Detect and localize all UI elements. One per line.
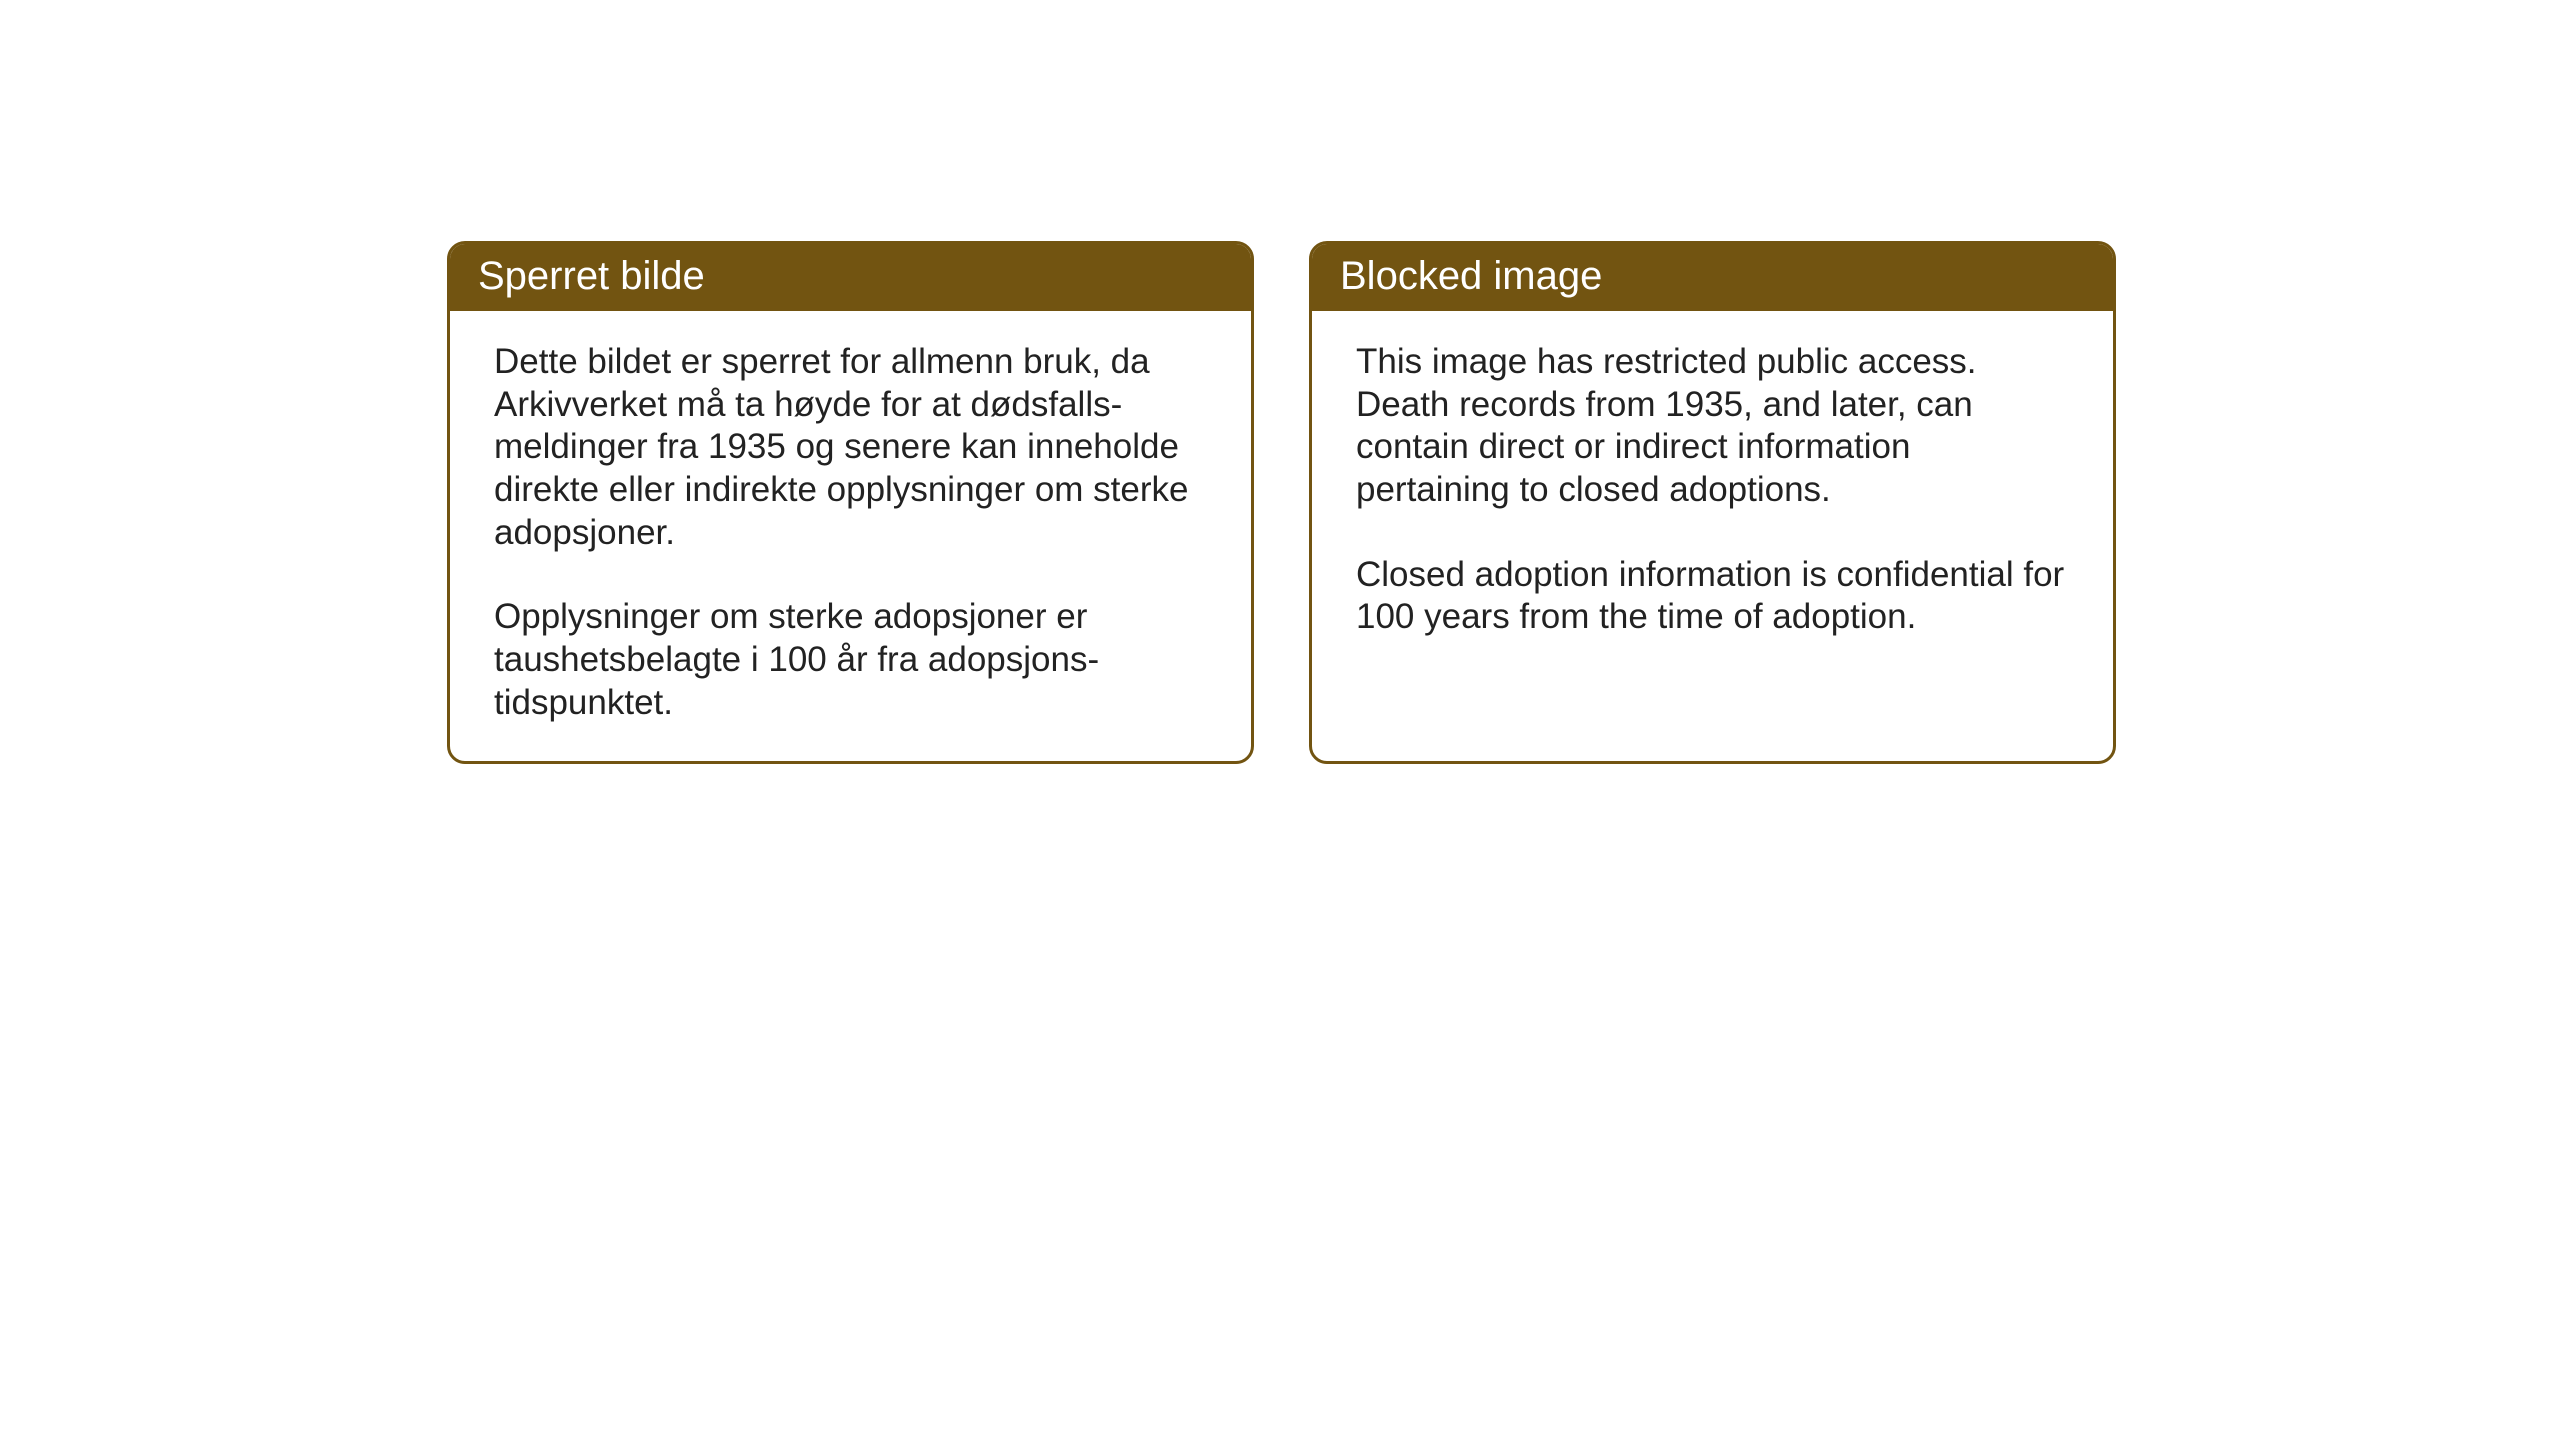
- notice-para2-norwegian: Opplysninger om sterke adopsjoner er tau…: [494, 596, 1207, 724]
- notice-header-norwegian: Sperret bilde: [450, 244, 1251, 311]
- notice-container: Sperret bilde Dette bildet er sperret fo…: [447, 241, 2116, 764]
- notice-box-norwegian: Sperret bilde Dette bildet er sperret fo…: [447, 241, 1254, 764]
- notice-body-norwegian: Dette bildet er sperret for allmenn bruk…: [450, 311, 1251, 761]
- notice-box-english: Blocked image This image has restricted …: [1309, 241, 2116, 764]
- notice-header-english: Blocked image: [1312, 244, 2113, 311]
- notice-para1-norwegian: Dette bildet er sperret for allmenn bruk…: [494, 341, 1207, 554]
- notice-body-english: This image has restricted public access.…: [1312, 311, 2113, 675]
- notice-para1-english: This image has restricted public access.…: [1356, 341, 2069, 512]
- notice-para2-english: Closed adoption information is confident…: [1356, 554, 2069, 639]
